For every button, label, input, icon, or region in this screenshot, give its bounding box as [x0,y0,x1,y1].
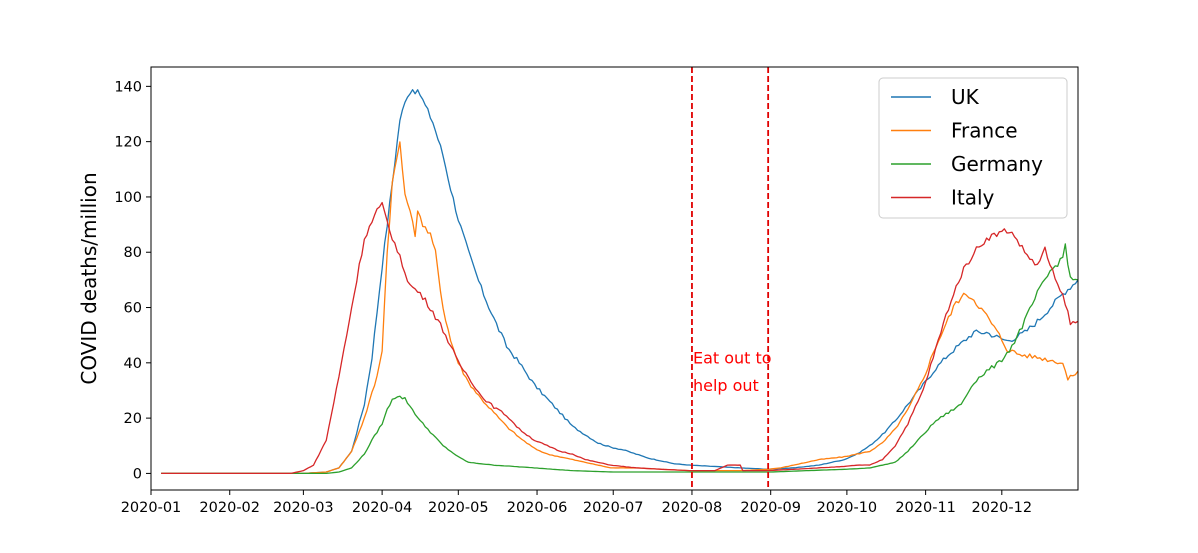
series-line-germany [161,243,1079,475]
y-tick-label: 20 [124,411,142,427]
x-tick-label: 2020-07 [583,500,644,516]
x-tick-label: 2020-09 [740,500,801,516]
x-tick-label: 2020-08 [662,500,723,516]
y-tick-label: 60 [124,301,142,317]
y-tick-label: 120 [114,135,142,151]
legend-label-germany: Germany [951,152,1043,176]
series-line-italy [161,201,1079,475]
y-axis-ticks: 0 20 40 60 80 100 120 140 [114,79,151,482]
x-tick-label: 2020-12 [972,500,1033,516]
x-tick-label: 2020-02 [199,500,260,516]
legend: UK France Germany Italy [878,77,1068,219]
y-tick-label: 0 [133,466,142,482]
annotation-line-1: Eat out to [693,348,772,367]
legend-box [878,77,1068,219]
x-tick-label: 2020-05 [428,500,489,516]
y-axis-label: COVID deaths/million [77,172,101,384]
x-tick-label: 2020-04 [352,500,413,516]
vline-layer [691,67,770,490]
x-tick-label: 2020-06 [507,500,568,516]
x-tick-label: 2020-03 [273,500,334,516]
plot-area-frame [150,66,1079,491]
annotation-layer: Eat out to help out [693,348,772,395]
legend-label-uk: UK [951,85,980,109]
y-tick-label: 100 [114,190,142,206]
y-tick-label: 80 [124,245,142,261]
legend-label-france: France [951,119,1018,143]
x-axis-ticks: 2020-01 2020-02 2020-03 2020-04 2020-05 2020-… [121,490,1032,516]
y-tick-label: 140 [114,79,142,95]
y-tick-label: 40 [124,356,142,372]
series-layer [161,89,1079,475]
x-tick-label: 2020-10 [817,500,878,516]
x-tick-label: 2020-11 [895,500,956,516]
x-tick-label: 2020-01 [121,500,182,516]
annotation-line-2: help out [693,376,759,395]
legend-label-italy: Italy [951,186,995,210]
